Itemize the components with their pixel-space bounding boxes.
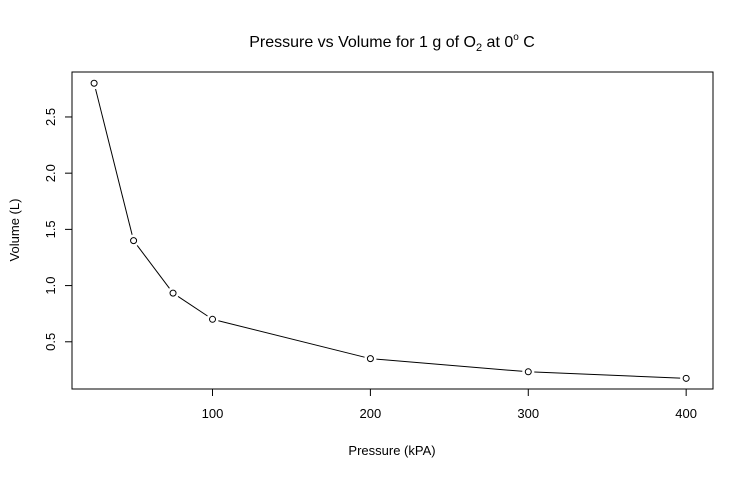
data-point [524,368,532,376]
x-tick-label: 200 [360,406,382,421]
data-point [682,374,690,382]
data-point [169,289,177,297]
data-point [366,355,374,363]
line-segment [218,320,365,358]
line-segment [136,245,170,289]
data-point [209,315,217,323]
y-axis-label: Volume (L) [7,199,22,262]
line-segment [95,88,133,235]
y-tick-label: 2.5 [43,108,58,126]
y-tick-label: 1.5 [43,220,58,238]
x-tick-label: 100 [202,406,224,421]
x-axis-label: Pressure (kPA) [348,443,435,458]
series-line [90,79,690,382]
y-tick-label: 2.0 [43,164,58,182]
y-tick-label: 0.5 [43,333,58,351]
data-point [90,79,98,87]
line-segment [376,358,523,372]
data-point [130,237,138,245]
line-segment [177,296,208,317]
plot-frame [71,71,714,390]
y-axis: 0.5 1.0 1.5 2.0 2.5 [43,108,72,351]
x-tick-label: 400 [675,406,697,421]
y-tick-label: 1.0 [43,277,58,295]
line-segment [534,371,681,379]
x-tick-label: 300 [517,406,539,421]
chart-title: Pressure vs Volume for 1 g of O2 at 0o C [249,32,535,54]
x-axis: 100 200 300 400 [202,388,697,421]
